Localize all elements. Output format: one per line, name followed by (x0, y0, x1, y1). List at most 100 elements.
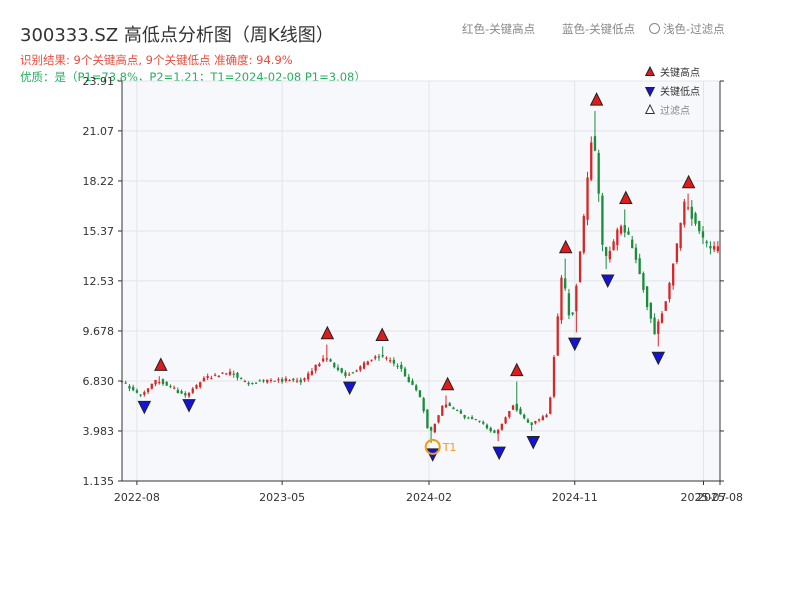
candle-body (329, 359, 332, 362)
result-summary: 识别结果: 9个关键高点, 9个关键低点 准确度: 94.9% (20, 53, 293, 67)
candle-body (314, 364, 317, 371)
candle-body (150, 383, 153, 389)
candle-body (631, 239, 634, 249)
candle-body (552, 357, 556, 397)
candle-body (247, 382, 250, 385)
candle-body (642, 273, 645, 291)
y-tick-label: 3.983 (83, 425, 115, 438)
y-tick-label: 6.830 (83, 375, 115, 388)
y-tick-label: 15.37 (83, 225, 115, 238)
candle-body (243, 381, 247, 383)
candle-body (645, 286, 649, 307)
candle-body (362, 362, 366, 369)
candle-body (154, 379, 157, 385)
candle-body (467, 417, 470, 419)
candle-body (202, 377, 206, 382)
candle-body (597, 152, 600, 194)
x-tick-label: 2024-11 (552, 491, 598, 504)
candle-body (191, 388, 194, 393)
key-high-marker (154, 357, 168, 371)
candle-body (221, 372, 224, 374)
key-high-marker (510, 362, 524, 377)
candle-body (716, 246, 720, 252)
candle-body (690, 206, 693, 219)
candle-body (519, 408, 522, 415)
y-tick-label: 12.53 (83, 275, 115, 288)
key-high-marker (681, 174, 696, 189)
candle-body (165, 381, 168, 386)
y-tick-label: 1.135 (83, 475, 115, 488)
candle-body (668, 282, 671, 300)
candle-body (206, 376, 209, 378)
candle-body (709, 246, 712, 249)
candle-body (269, 380, 273, 382)
candle-body (336, 367, 340, 370)
candle-body (634, 247, 638, 260)
candle-body (679, 222, 682, 249)
y-tick-label: 21.07 (83, 125, 115, 138)
candle-body (262, 380, 265, 382)
hollow-circle-icon (649, 23, 660, 34)
candle-body (459, 410, 463, 414)
candle-body (158, 382, 161, 384)
candle-body (199, 382, 202, 388)
candle-body (299, 379, 302, 383)
candle-body (511, 405, 515, 410)
key-low-marker (600, 274, 615, 288)
candle-body (236, 372, 239, 378)
candle-body (433, 423, 436, 433)
candle-body (675, 243, 679, 262)
candle-body (485, 424, 489, 429)
legend-light-note: 浅色-过滤点 (649, 21, 725, 37)
candle-body (333, 363, 336, 368)
page-title: 300333.SZ 高低点分析图（周K线图） (20, 25, 334, 46)
candle-body (530, 422, 533, 426)
candles-group (120, 111, 720, 443)
candle-body (195, 385, 198, 389)
candle-body (664, 301, 667, 311)
candle-body (135, 390, 139, 393)
candle-body (124, 382, 127, 384)
candle-body (273, 380, 276, 382)
candle-body (508, 410, 511, 417)
candle-body (541, 416, 544, 421)
candle-body (660, 313, 664, 323)
candle-body (288, 380, 291, 382)
candle-body (429, 427, 433, 431)
candle-body (686, 207, 690, 209)
candle-body (638, 258, 641, 274)
candle-body (444, 404, 448, 408)
legend-label: 关键低点 (660, 85, 700, 98)
candle-body (705, 241, 708, 244)
key-low-marker (651, 351, 666, 366)
candle-body (366, 361, 369, 365)
candle-body (549, 397, 552, 414)
candle-body (307, 373, 310, 380)
candle-body (292, 378, 295, 381)
candle-body (537, 419, 541, 421)
candle-body (515, 403, 518, 411)
x-tick-label: 2025-08 (697, 491, 743, 504)
candle-body (277, 379, 280, 381)
candle-body (225, 373, 228, 375)
candle-body (146, 388, 150, 392)
candle-body (608, 250, 612, 260)
candle-body (575, 285, 578, 312)
candle-body (385, 357, 388, 359)
candle-body (161, 379, 165, 385)
key-low-marker (137, 400, 152, 415)
candle-body (526, 419, 530, 423)
candle-body (303, 378, 306, 381)
candle-body (169, 386, 172, 388)
candle-body (139, 394, 142, 396)
candle-body (616, 229, 619, 246)
legend-light-label: 浅色-过滤点 (663, 22, 725, 36)
key-low-marker (492, 446, 506, 461)
candle-body (560, 277, 563, 321)
candle-body (694, 213, 697, 224)
candle-body (619, 226, 623, 234)
candle-body (545, 415, 548, 418)
legend-label: 关键高点 (660, 66, 700, 79)
candle-body (411, 380, 414, 385)
